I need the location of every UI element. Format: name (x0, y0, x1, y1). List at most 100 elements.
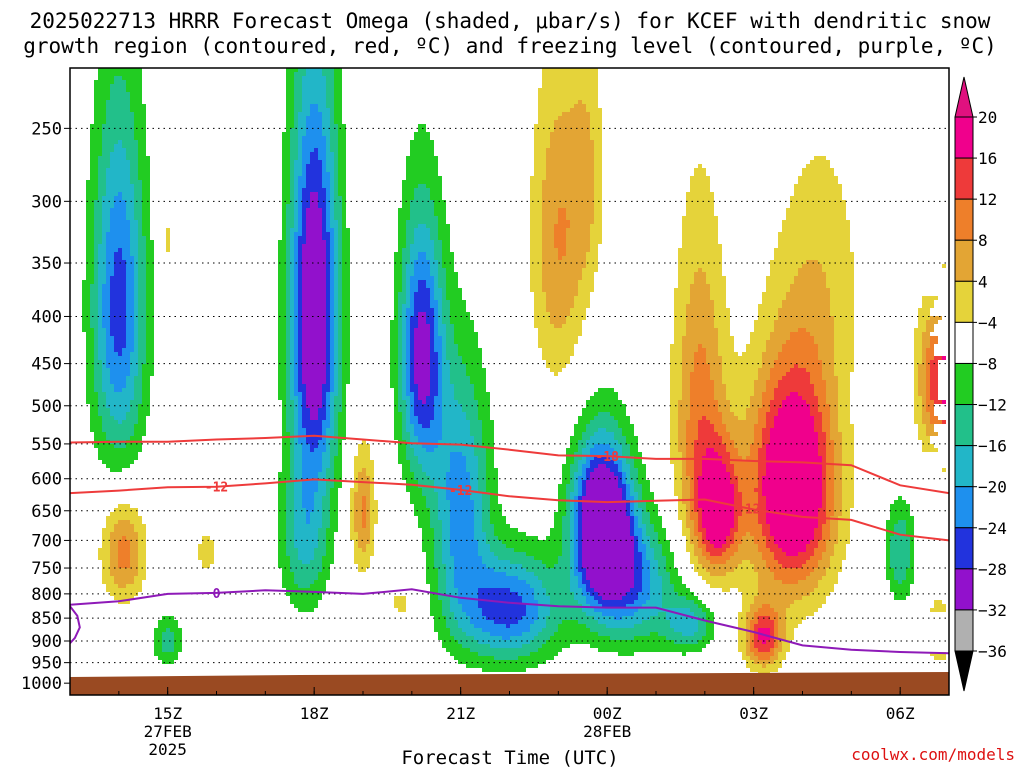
omega-cell (334, 380, 338, 384)
omega-cell (630, 520, 634, 524)
omega-cell (758, 416, 766, 420)
omega-cell (742, 504, 758, 508)
omega-cell (622, 472, 626, 476)
omega-cell (806, 260, 818, 264)
omega-cell (922, 408, 926, 412)
omega-cell (734, 536, 742, 540)
omega-cell (810, 332, 834, 336)
omega-cell (634, 532, 642, 536)
omega-cell (366, 508, 370, 512)
omega-cell (634, 464, 646, 468)
omega-cell (830, 564, 842, 568)
omega-cell (282, 172, 290, 176)
omega-cell (326, 168, 334, 172)
omega-cell (542, 76, 598, 80)
omega-cell (442, 260, 454, 264)
omega-cell (826, 444, 834, 448)
omega-cell (722, 544, 730, 548)
omega-cell (298, 132, 306, 136)
omega-cell (350, 516, 354, 520)
omega-cell (130, 400, 142, 404)
omega-cell (918, 436, 930, 440)
omega-cell (286, 316, 290, 320)
omega-cell (286, 348, 290, 352)
omega-cell (478, 468, 486, 472)
omega-cell (290, 384, 294, 388)
omega-cell (302, 244, 326, 248)
omega-cell (102, 288, 110, 292)
omega-cell (398, 324, 402, 328)
omega-cell (106, 404, 130, 408)
omega-cell (766, 540, 774, 544)
omega-cell (754, 612, 778, 616)
omega-cell (302, 136, 326, 140)
omega-cell (398, 328, 402, 332)
omega-cell (438, 264, 442, 268)
omega-cell (338, 328, 342, 332)
omega-cell (486, 452, 494, 456)
omega-cell (582, 276, 594, 280)
omega-cell (754, 536, 766, 540)
omega-cell (398, 456, 406, 460)
omega-cell (430, 336, 434, 340)
omega-cell (282, 400, 286, 404)
omega-cell (574, 460, 578, 464)
omega-cell (94, 232, 102, 236)
omega-cell (734, 492, 742, 496)
omega-cell (138, 248, 146, 252)
colorbar-label: −16 (978, 437, 1007, 456)
omega-cell (666, 568, 678, 572)
omega-cell (554, 564, 570, 568)
omega-cell (638, 536, 642, 540)
omega-cell (434, 488, 446, 492)
omega-cell (562, 472, 570, 476)
omega-cell (622, 476, 626, 480)
omega-cell (402, 348, 406, 352)
omega-cell (546, 300, 574, 304)
omega-cell (658, 568, 666, 572)
omega-cell (414, 272, 430, 276)
omega-cell (450, 548, 478, 552)
omega-cell (102, 136, 134, 140)
omega-cell (90, 128, 102, 132)
omega-cell (422, 444, 438, 448)
omega-cell (430, 512, 438, 516)
omega-cell (434, 340, 442, 344)
omega-cell (926, 348, 934, 352)
omega-cell (342, 348, 350, 352)
omega-cell (826, 508, 834, 512)
colorbar-label: −4 (978, 313, 997, 332)
omega-cell (414, 232, 430, 236)
omega-cell (86, 380, 94, 384)
omega-cell (814, 552, 822, 556)
omega-cell (518, 592, 534, 596)
omega-cell (294, 192, 298, 196)
omega-cell (758, 372, 770, 376)
omega-cell (418, 224, 426, 228)
omega-cell (702, 456, 722, 460)
omega-cell (90, 420, 102, 424)
omega-cell (406, 480, 418, 484)
omega-cell (298, 408, 302, 412)
omega-cell (802, 564, 818, 568)
omega-cell (302, 476, 318, 480)
omega-cell (430, 364, 438, 368)
omega-cell (718, 452, 730, 456)
omega-cell (110, 572, 138, 576)
omega-cell (730, 532, 734, 536)
omega-cell (782, 400, 806, 404)
omega-cell (338, 416, 346, 420)
omega-cell (834, 548, 846, 552)
omega-cell (578, 288, 594, 292)
omega-cell (318, 532, 326, 536)
omega-cell (466, 632, 490, 636)
omega-cell (914, 380, 918, 384)
omega-cell (914, 356, 922, 360)
omega-cell (290, 304, 294, 308)
omega-cell (446, 276, 458, 280)
omega-cell (810, 408, 818, 412)
omega-cell (654, 548, 662, 552)
omega-cell (586, 260, 598, 264)
omega-cell (554, 632, 598, 636)
omega-cell (326, 344, 330, 348)
